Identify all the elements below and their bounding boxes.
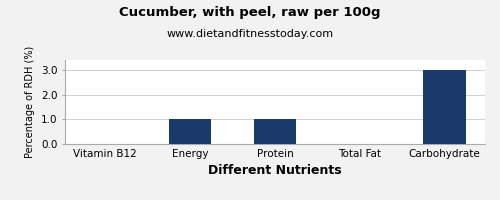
Bar (169, 119, 212, 144)
Y-axis label: Percentage of RDH (%): Percentage of RDH (%) (26, 46, 36, 158)
Text: Cucumber, with peel, raw per 100g: Cucumber, with peel, raw per 100g (120, 6, 381, 19)
X-axis label: Different Nutrients: Different Nutrients (208, 164, 342, 177)
Bar (424, 70, 466, 144)
Text: www.dietandfitnesstoday.com: www.dietandfitnesstoday.com (166, 29, 334, 39)
Bar (254, 119, 296, 144)
